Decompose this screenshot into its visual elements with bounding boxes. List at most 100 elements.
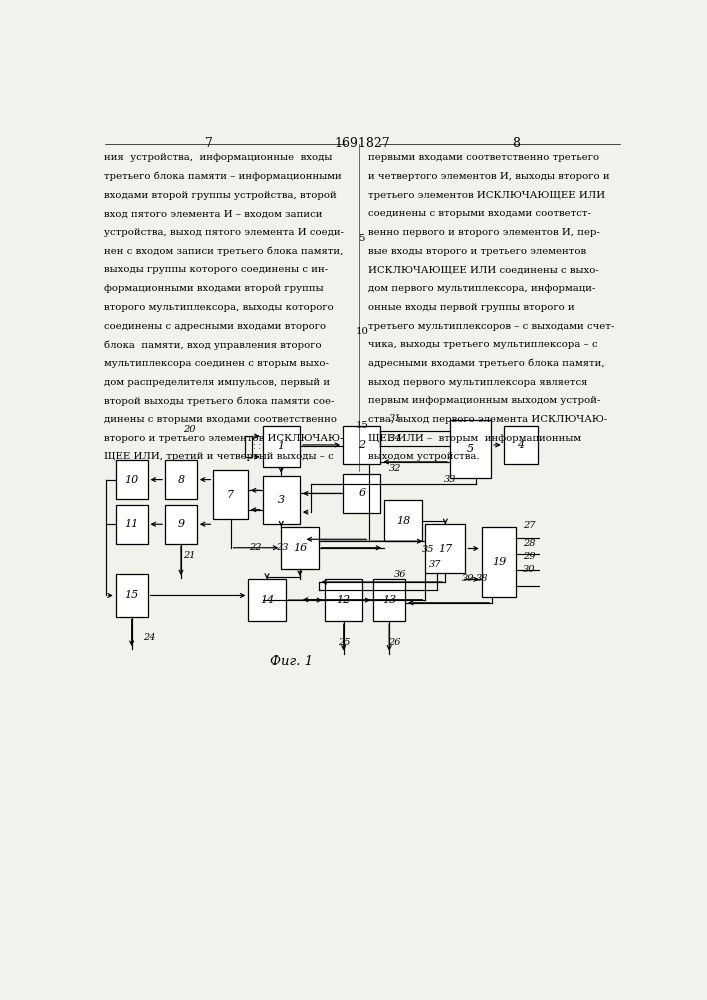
Text: выходы группы которого соединены с ин-: выходы группы которого соединены с ин- (104, 265, 328, 274)
Bar (116, 574, 148, 617)
Bar (248, 579, 286, 621)
Text: адресными входами третьего блока памяти,: адресными входами третьего блока памяти, (368, 359, 604, 368)
Text: Фиг. 1: Фиг. 1 (269, 655, 312, 668)
Text: третьего мультиплексоров – с выходами счет-: третьего мультиплексоров – с выходами сч… (368, 322, 614, 331)
Text: устройства, выход пятого элемента И соеди-: устройства, выход пятого элемента И соед… (104, 228, 344, 237)
Bar (385, 500, 421, 541)
Text: 31: 31 (389, 414, 401, 423)
Bar (343, 426, 380, 464)
Text: вход пятого элемента И – входом записи: вход пятого элемента И – входом записи (104, 209, 322, 218)
Text: второй выходы третьего блока памяти сое-: второй выходы третьего блока памяти сое- (104, 396, 334, 406)
Text: 8: 8 (512, 137, 520, 150)
Text: 5: 5 (358, 234, 365, 243)
Text: первыми входами соответственно третьего: первыми входами соответственно третьего (368, 153, 599, 162)
Text: соединены с вторыми входами соответст-: соединены с вторыми входами соответст- (368, 209, 590, 218)
Text: 7: 7 (205, 137, 213, 150)
Text: 25: 25 (338, 638, 350, 647)
Text: нен с входом записи третьего блока памяти,: нен с входом записи третьего блока памят… (104, 247, 343, 256)
Bar (481, 527, 516, 597)
Bar (116, 505, 148, 544)
Text: второго и третьего элементов ИСКЛЮЧАЮ-: второго и третьего элементов ИСКЛЮЧАЮ- (104, 434, 343, 443)
Bar (165, 460, 197, 499)
Text: третьего блока памяти – информационными: третьего блока памяти – информационными (104, 172, 341, 181)
Text: 8: 8 (177, 475, 185, 485)
Bar (426, 524, 465, 573)
Text: ства, выход первого элемента ИСКЛЮЧАЮ-: ства, выход первого элемента ИСКЛЮЧАЮ- (368, 415, 607, 424)
Text: чика, выходы третьего мультиплексора – с: чика, выходы третьего мультиплексора – с (368, 340, 597, 349)
Text: входами второй группы устройства, второй: входами второй группы устройства, второй (104, 191, 337, 200)
Text: 35: 35 (421, 545, 434, 554)
Text: 17: 17 (438, 544, 452, 554)
Text: и четвертого элементов И, выходы второго и: и четвертого элементов И, выходы второго… (368, 172, 609, 181)
Bar (373, 579, 405, 621)
Text: онные входы первой группы второго и: онные входы первой группы второго и (368, 303, 575, 312)
Text: формационными входами второй группы: формационными входами второй группы (104, 284, 323, 293)
Text: мультиплексора соединен с вторым выхо-: мультиплексора соединен с вторым выхо- (104, 359, 329, 368)
Text: 10: 10 (124, 475, 139, 485)
Text: выход первого мультиплексора является: выход первого мультиплексора является (368, 378, 588, 387)
Bar (262, 426, 300, 467)
Text: 19: 19 (492, 557, 506, 567)
Text: ЩЕЕ ИЛИ, третий и четвертый выходы – с: ЩЕЕ ИЛИ, третий и четвертый выходы – с (104, 452, 334, 461)
Text: 4: 4 (517, 440, 525, 450)
Bar (165, 505, 197, 544)
Bar (325, 579, 363, 621)
Text: вые входы второго и третьего элементов: вые входы второго и третьего элементов (368, 247, 586, 256)
Text: 11: 11 (124, 519, 139, 529)
Text: 13: 13 (382, 595, 397, 605)
Text: 1691827: 1691827 (334, 137, 390, 150)
Bar (450, 420, 491, 478)
Text: 34: 34 (389, 434, 401, 443)
Text: 28: 28 (523, 539, 535, 548)
Text: соединены с адресными входами второго: соединены с адресными входами второго (104, 322, 326, 331)
Text: 39: 39 (462, 574, 474, 583)
Text: 30: 30 (523, 565, 535, 574)
Text: 1: 1 (278, 441, 285, 451)
Text: 15: 15 (356, 421, 368, 430)
Text: 26: 26 (388, 638, 401, 647)
Text: венно первого и второго элементов И, пер-: венно первого и второго элементов И, пер… (368, 228, 600, 237)
Bar (343, 474, 380, 513)
Text: : :: : : (253, 442, 262, 451)
Text: блока  памяти, вход управления второго: блока памяти, вход управления второго (104, 340, 322, 350)
Text: 36: 36 (394, 570, 407, 579)
Text: ИСКЛЮЧАЮЩЕЕ ИЛИ соединены с выхо-: ИСКЛЮЧАЮЩЕЕ ИЛИ соединены с выхо- (368, 265, 599, 274)
Text: 37: 37 (429, 560, 442, 569)
Text: 15: 15 (124, 590, 139, 600)
Text: 29: 29 (523, 552, 535, 561)
Text: 12: 12 (337, 595, 351, 605)
Text: дом первого мультиплексора, информаци-: дом первого мультиплексора, информаци- (368, 284, 595, 293)
Text: 27: 27 (523, 521, 535, 530)
Text: 33: 33 (443, 475, 456, 484)
Text: 24: 24 (144, 633, 156, 642)
Text: 9: 9 (177, 519, 185, 529)
Text: 23: 23 (276, 543, 288, 552)
Text: 10: 10 (356, 327, 368, 336)
Text: выходом устройства.: выходом устройства. (368, 452, 479, 461)
Text: 20: 20 (182, 425, 195, 434)
Text: третьего элементов ИСКЛЮЧАЮЩЕЕ ИЛИ: третьего элементов ИСКЛЮЧАЮЩЕЕ ИЛИ (368, 191, 605, 200)
Text: 22: 22 (249, 543, 262, 552)
Text: 7: 7 (227, 490, 234, 500)
Text: 14: 14 (260, 595, 274, 605)
Text: второго мультиплексора, выходы которого: второго мультиплексора, выходы которого (104, 303, 334, 312)
Bar (281, 527, 318, 569)
Text: 5: 5 (467, 444, 474, 454)
Text: первым информационным выходом устрой-: первым информационным выходом устрой- (368, 396, 600, 405)
Bar (116, 460, 148, 499)
Text: динены с вторыми входами соответственно: динены с вторыми входами соответственно (104, 415, 337, 424)
Text: 6: 6 (358, 488, 366, 498)
Text: ния  устройства,  информационные  входы: ния устройства, информационные входы (104, 153, 332, 162)
Text: 3: 3 (278, 495, 285, 505)
Bar (214, 470, 248, 519)
Bar (503, 426, 538, 464)
Text: 2: 2 (358, 440, 366, 450)
Text: ЩЕЕ ИЛИ –  вторым  информационным: ЩЕЕ ИЛИ – вторым информационным (368, 434, 581, 443)
Text: 21: 21 (182, 551, 195, 560)
Text: 32: 32 (389, 464, 401, 473)
Text: 38: 38 (476, 574, 489, 583)
Bar (262, 476, 300, 524)
Text: 18: 18 (396, 516, 410, 526)
Text: 16: 16 (293, 543, 307, 553)
Text: дом распределителя импульсов, первый и: дом распределителя импульсов, первый и (104, 378, 330, 387)
